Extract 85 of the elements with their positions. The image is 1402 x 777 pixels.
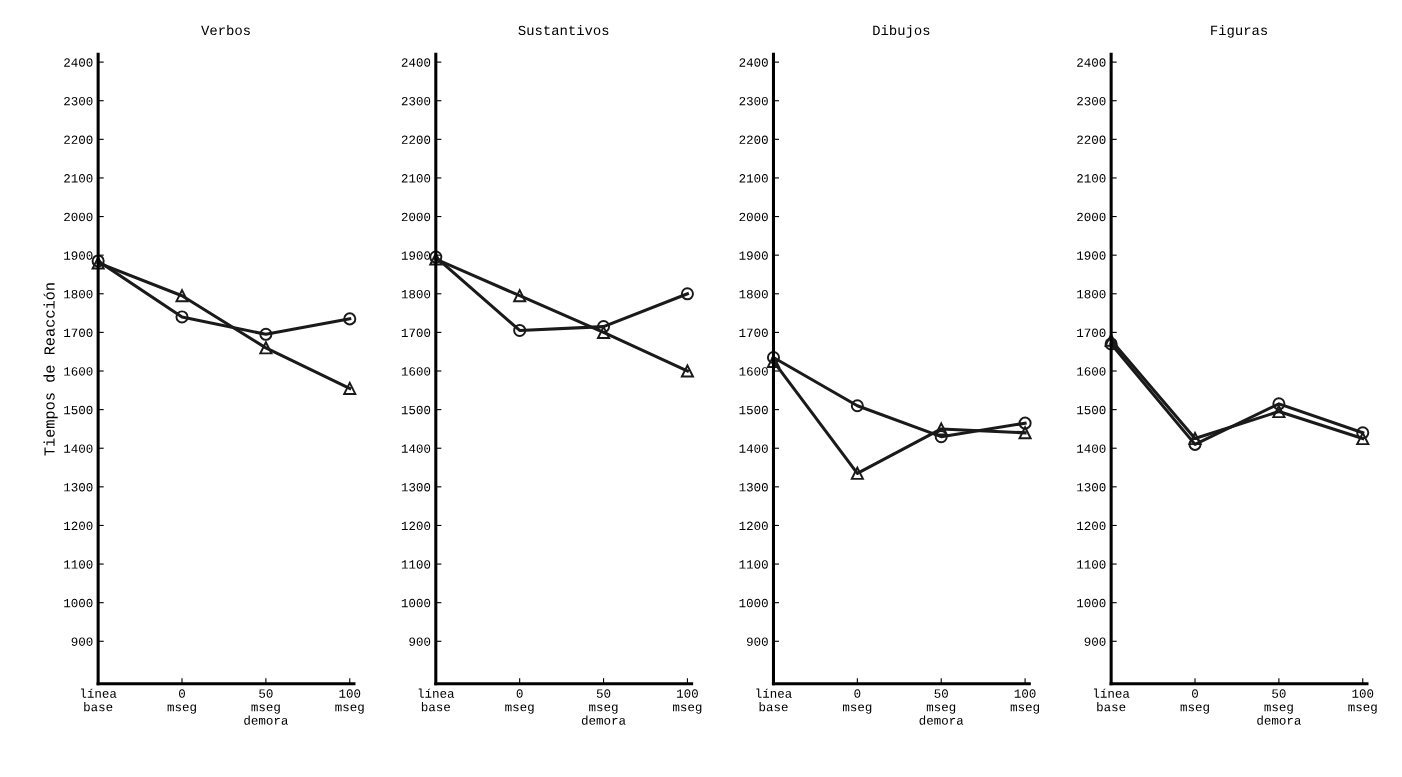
y-tick-label: 1000	[401, 598, 431, 608]
y-tick-label: 1900	[1077, 251, 1106, 260]
y-tick-label: 2400	[401, 58, 431, 67]
chart-title: Dibujos	[873, 24, 930, 38]
y-tick-label: 2000	[1077, 212, 1106, 222]
y-tick-label: 900	[1084, 637, 1106, 646]
y-tick-label: 1900	[64, 251, 93, 260]
y-tick-label: 2300	[1077, 96, 1106, 106]
y-tick-label: 2400	[1077, 58, 1106, 67]
x-tick-label: 100 mseg	[673, 689, 702, 714]
x-tick-label: 0 mseg	[167, 689, 196, 714]
x-tick-label: línea base	[81, 688, 117, 712]
y-tick-label: 1200	[739, 521, 768, 531]
y-tick-label: 900	[746, 637, 768, 646]
y-tick-label: 1200	[401, 521, 431, 531]
y-tick-label: 2200	[64, 135, 93, 144]
x-tick-label: línea base	[418, 688, 455, 712]
y-tick-label: 2200	[739, 135, 768, 144]
y-tick-label: 1200	[1077, 521, 1106, 531]
y-tick-label: 1500	[1077, 405, 1106, 415]
y-tick-label: 1100	[1077, 560, 1106, 569]
y-tick-label: 1500	[739, 405, 768, 415]
y-tick-label: 1400	[739, 444, 768, 453]
y-tick-label: 900	[71, 637, 93, 646]
y-tick-label: 1700	[1077, 328, 1106, 338]
y-tick-label: 1100	[64, 560, 93, 569]
x-tick-label: 50 mseg demora	[581, 689, 626, 725]
y-tick-label: 1500	[64, 405, 93, 415]
x-tick-label: 50 mseg demora	[1257, 689, 1301, 725]
chart-title: Figuras	[1211, 24, 1268, 38]
y-tick-label: 1700	[64, 328, 93, 338]
y-tick-label: 2100	[64, 174, 93, 183]
y-axis-title: Tiempos de Reacción	[43, 283, 58, 456]
x-tick-label: línea base	[756, 688, 792, 712]
y-tick-label: 1700	[401, 328, 431, 338]
y-tick-label: 2400	[64, 58, 93, 67]
y-tick-label: 2200	[401, 135, 431, 144]
x-tick-label: 50 mseg demora	[244, 689, 288, 725]
y-tick-label: 1600	[64, 367, 93, 376]
y-tick-label: 1100	[401, 560, 431, 569]
y-tick-label: 1100	[739, 560, 768, 569]
y-tick-label: 1300	[1077, 483, 1106, 492]
y-tick-label: 2100	[1077, 174, 1106, 183]
y-tick-label: 2000	[739, 212, 768, 222]
y-tick-label: 1000	[739, 598, 768, 608]
y-tick-label: 1400	[401, 444, 431, 453]
y-tick-label: 1700	[739, 328, 768, 338]
y-tick-label: 1900	[739, 251, 768, 260]
y-tick-label: 1500	[401, 405, 431, 415]
y-tick-label: 1000	[64, 598, 93, 608]
y-tick-label: 1800	[1077, 289, 1106, 299]
y-tick-label: 2300	[64, 96, 93, 106]
y-tick-label: 1000	[1077, 598, 1106, 608]
y-tick-label: 1900	[401, 251, 431, 260]
y-tick-label: 1400	[1077, 444, 1106, 453]
y-tick-label: 2000	[64, 212, 93, 222]
y-tick-label: 1800	[739, 289, 768, 299]
y-tick-label: 1600	[1077, 367, 1106, 376]
y-tick-label: 1800	[64, 289, 93, 299]
y-tick-label: 900	[409, 637, 431, 646]
x-tick-label: 100 mseg	[335, 689, 364, 714]
x-tick-label: 0 mseg	[505, 689, 534, 714]
y-tick-label: 2100	[739, 174, 768, 183]
chart-title: Verbos	[201, 24, 250, 36]
y-tick-label: 1300	[401, 483, 431, 492]
y-tick-label: 1600	[401, 367, 431, 376]
y-tick-label: 1800	[401, 289, 431, 299]
y-tick-label: 1600	[739, 367, 768, 376]
x-tick-label: línea base	[1094, 688, 1130, 712]
y-tick-label: 1300	[739, 483, 768, 492]
x-tick-label: 100 mseg	[1348, 689, 1377, 714]
y-tick-label: 1200	[64, 521, 93, 531]
y-tick-label: 1300	[64, 483, 93, 492]
y-tick-label: 2400	[739, 58, 768, 67]
x-tick-label: 0 mseg	[1180, 689, 1209, 714]
y-tick-label: 2100	[401, 174, 431, 183]
y-tick-label: 1400	[64, 444, 93, 453]
y-tick-label: 2300	[739, 96, 768, 106]
y-tick-label: 2000	[401, 212, 431, 222]
x-tick-label: 50 mseg demora	[919, 689, 964, 725]
x-tick-label: 100 mseg	[1010, 689, 1040, 714]
y-tick-label: 2300	[401, 96, 431, 106]
x-tick-label: 0 mseg	[842, 689, 872, 714]
y-tick-label: 2200	[1077, 135, 1106, 144]
chart-title: Sustantivos	[518, 24, 609, 36]
